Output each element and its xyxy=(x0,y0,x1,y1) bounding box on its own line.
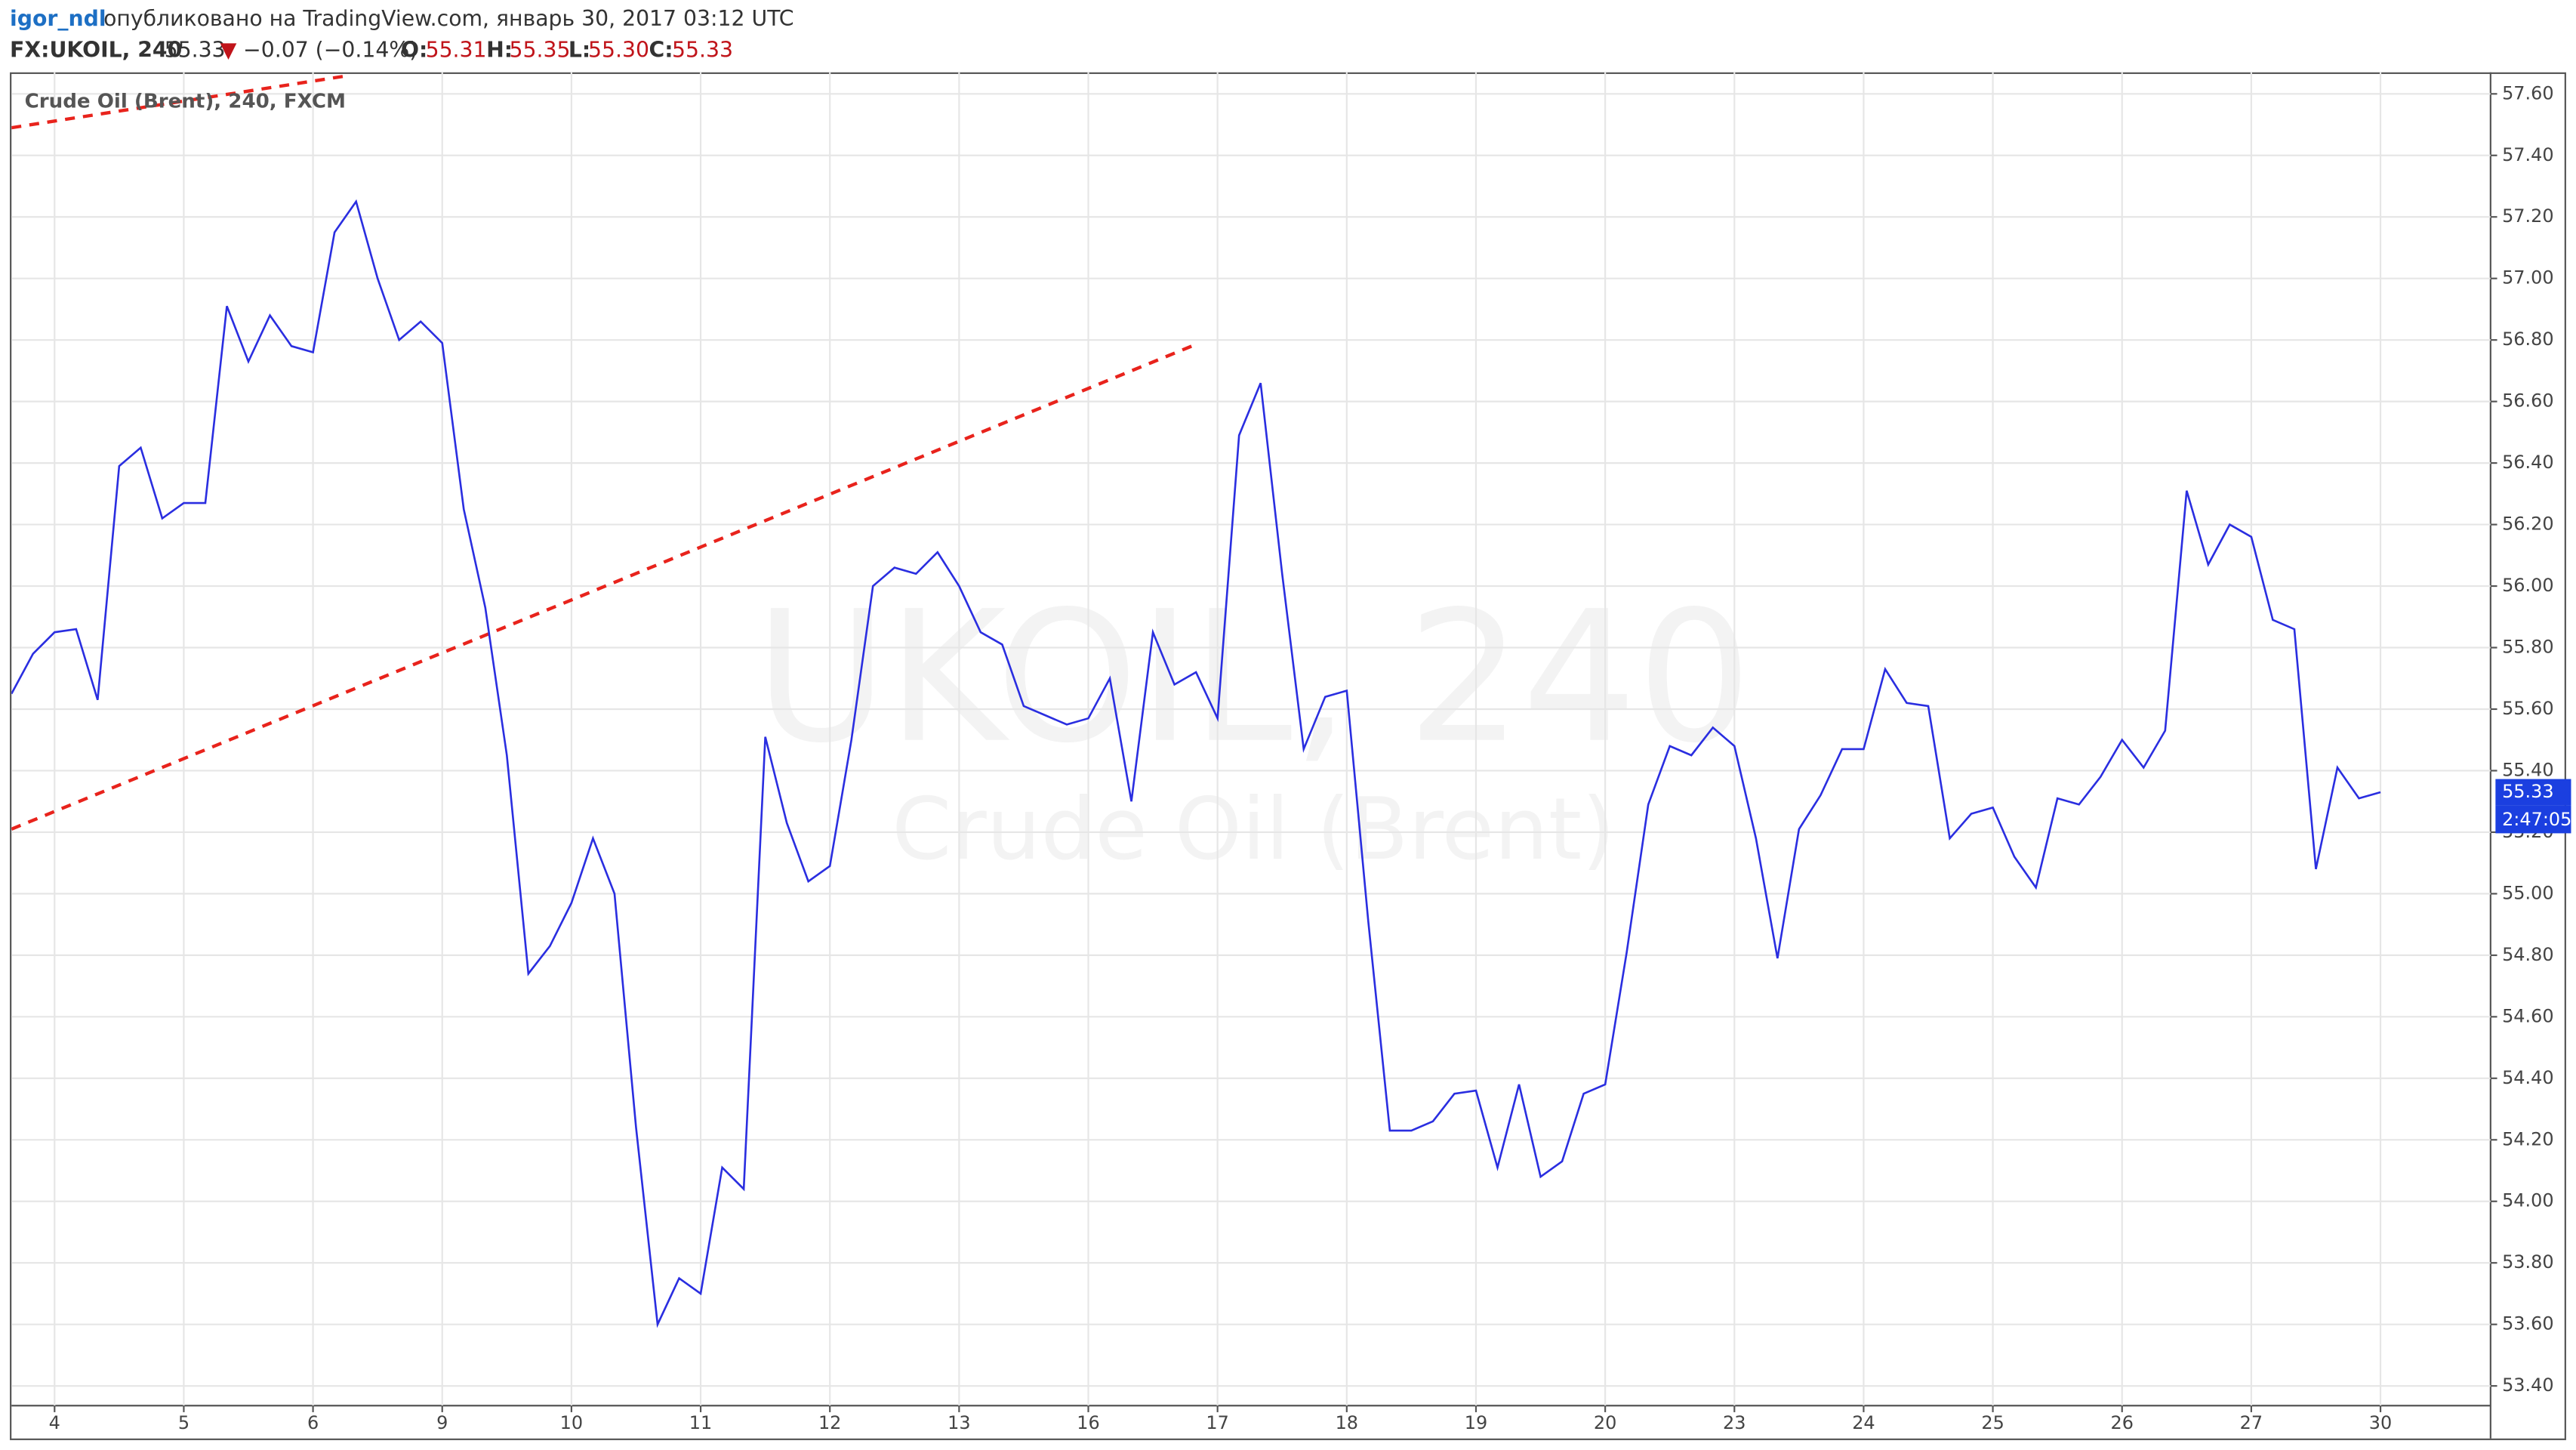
y-tick-label: 53.60 xyxy=(2502,1313,2554,1334)
x-tick-label: 26 xyxy=(2111,1412,2134,1433)
x-tick-label: 5 xyxy=(178,1412,190,1433)
x-tick-label: 19 xyxy=(1465,1412,1487,1433)
y-tick-label: 54.00 xyxy=(2502,1190,2554,1211)
x-tick-label: 20 xyxy=(1594,1412,1616,1433)
countdown-bg xyxy=(2495,805,2571,834)
grid xyxy=(11,72,2491,1406)
high-label: H: xyxy=(486,37,513,62)
axes: 53.40 53.60 53.80 54.00 54.20 54.40 54.60 54.80… xyxy=(49,82,2572,1433)
x-tick-label: 18 xyxy=(1336,1412,1358,1433)
y-tick-label: 57.00 xyxy=(2502,267,2554,288)
watermark-subtitle: Crude Oil (Brent) xyxy=(892,779,1615,879)
x-tick-label: 4 xyxy=(49,1412,60,1433)
y-tick-label: 53.80 xyxy=(2502,1251,2554,1273)
user[interactable]: igor_ndl xyxy=(10,6,106,31)
price: 55.33 xyxy=(165,37,226,62)
low: 55.30 xyxy=(588,37,649,62)
arrow: ▼ xyxy=(220,37,237,62)
y-tick-label: 57.60 xyxy=(2502,82,2554,103)
y-tick-label: 56.80 xyxy=(2502,329,2554,350)
open-label: O: xyxy=(401,37,427,62)
y-tick-label: 54.40 xyxy=(2502,1067,2554,1088)
published: опубликовано на TradingView.com, январь … xyxy=(103,6,793,31)
price-tag-label: 55.33 xyxy=(2502,781,2554,802)
high: 55.35 xyxy=(510,37,571,62)
y-tick-label: 57.40 xyxy=(2502,144,2554,165)
y-tick-label: 55.00 xyxy=(2502,882,2554,903)
y-tick-label: 54.80 xyxy=(2502,944,2554,965)
price-line xyxy=(11,199,2381,1328)
open: 55.31 xyxy=(426,37,487,62)
symbol: FX:UKOIL, 240 xyxy=(10,37,182,62)
close-label: C: xyxy=(649,37,673,62)
x-tick-label: 13 xyxy=(948,1412,970,1433)
frame xyxy=(10,72,2566,1440)
trendline xyxy=(11,344,1193,831)
x-tick-label: 23 xyxy=(1723,1412,1746,1433)
countdown: 2:47:05 xyxy=(2502,809,2571,830)
y-tick-label: 56.20 xyxy=(2502,514,2554,535)
y-tick-label: 56.00 xyxy=(2502,575,2554,596)
x-tick-label: 27 xyxy=(2240,1412,2263,1433)
x-tick-label: 24 xyxy=(1852,1412,1875,1433)
x-tick-label: 9 xyxy=(436,1412,448,1433)
y-tick-label: 54.20 xyxy=(2502,1128,2554,1149)
y-tick-label: 56.40 xyxy=(2502,452,2554,473)
change: −0.07 (−0.14%) xyxy=(243,37,418,62)
y-tick-label: 53.40 xyxy=(2502,1374,2554,1396)
x-tick-label: 6 xyxy=(307,1412,319,1433)
x-tick-label: 17 xyxy=(1206,1412,1228,1433)
header-bg xyxy=(0,0,2576,72)
plot xyxy=(11,73,2381,1328)
y-tick-label: 55.80 xyxy=(2502,637,2554,658)
y-tick-label: 56.60 xyxy=(2502,390,2554,412)
y-tick-label: 57.20 xyxy=(2502,205,2554,227)
y-tick-label: 55.40 xyxy=(2502,759,2554,780)
close: 55.33 xyxy=(672,37,733,62)
price-tag xyxy=(2495,779,2571,806)
x-tick-label: 11 xyxy=(689,1412,712,1433)
legend: Crude Oil (Brent), 240, FXCM xyxy=(25,90,346,113)
x-tick-label: 12 xyxy=(818,1412,841,1433)
x-tick-label: 10 xyxy=(560,1412,583,1433)
y-tick-label: 55.60 xyxy=(2502,698,2554,719)
watermark: UKOIL, 240 xyxy=(755,573,1752,783)
x-tick-label: 16 xyxy=(1077,1412,1099,1433)
y-tick-label: 54.60 xyxy=(2502,1005,2554,1026)
low-label: L: xyxy=(569,37,590,62)
x-tick-label: 25 xyxy=(1981,1412,2004,1433)
x-tick-label: 30 xyxy=(2369,1412,2392,1433)
trendline xyxy=(11,73,350,130)
